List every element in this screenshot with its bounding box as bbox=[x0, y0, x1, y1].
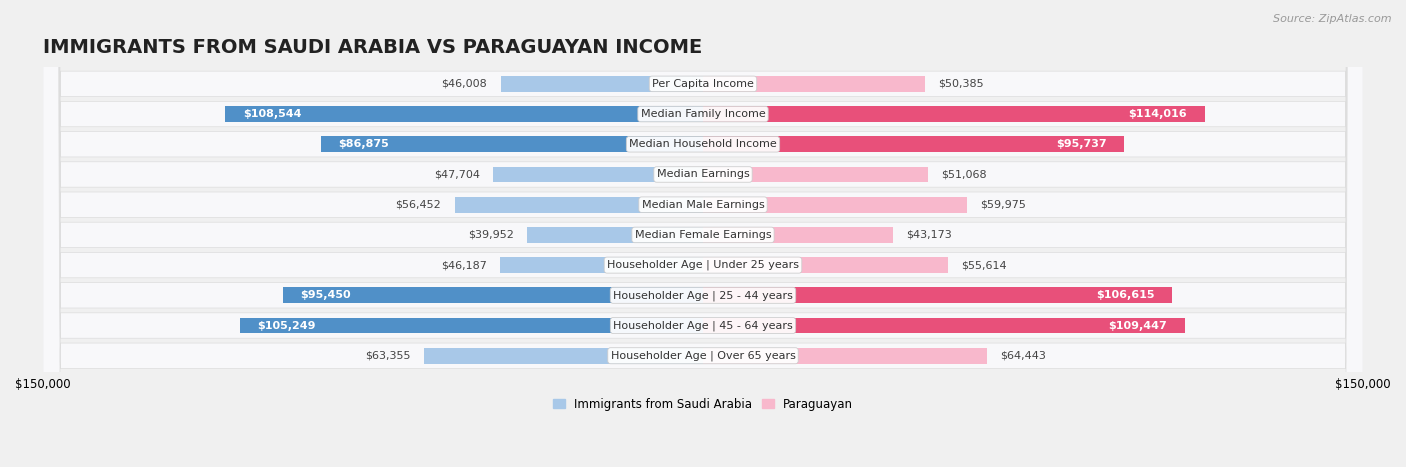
FancyBboxPatch shape bbox=[42, 0, 1364, 467]
Bar bbox=[703, 76, 925, 92]
Text: $105,249: $105,249 bbox=[257, 320, 316, 331]
Text: Householder Age | 25 - 44 years: Householder Age | 25 - 44 years bbox=[613, 290, 793, 301]
Text: $50,385: $50,385 bbox=[938, 79, 984, 89]
Text: Householder Age | Under 25 years: Householder Age | Under 25 years bbox=[607, 260, 799, 270]
Text: $114,016: $114,016 bbox=[1129, 109, 1187, 119]
Text: $46,008: $46,008 bbox=[441, 79, 488, 89]
FancyBboxPatch shape bbox=[42, 0, 1364, 467]
Bar bbox=[703, 167, 928, 182]
Text: $64,443: $64,443 bbox=[1000, 351, 1046, 361]
Bar bbox=[703, 288, 1173, 303]
Bar bbox=[703, 318, 1185, 333]
Text: $59,975: $59,975 bbox=[980, 200, 1026, 210]
FancyBboxPatch shape bbox=[42, 0, 1364, 467]
Text: Householder Age | 45 - 64 years: Householder Age | 45 - 64 years bbox=[613, 320, 793, 331]
Bar bbox=[703, 106, 1205, 122]
Bar bbox=[703, 136, 1125, 152]
FancyBboxPatch shape bbox=[42, 0, 1364, 467]
FancyBboxPatch shape bbox=[42, 0, 1364, 467]
Bar bbox=[494, 167, 703, 182]
Text: Householder Age | Over 65 years: Householder Age | Over 65 years bbox=[610, 351, 796, 361]
Text: $43,173: $43,173 bbox=[907, 230, 952, 240]
Text: Median Male Earnings: Median Male Earnings bbox=[641, 200, 765, 210]
Text: $109,447: $109,447 bbox=[1108, 320, 1167, 331]
Bar bbox=[703, 348, 987, 364]
Text: $46,187: $46,187 bbox=[440, 260, 486, 270]
FancyBboxPatch shape bbox=[42, 0, 1364, 467]
Text: $56,452: $56,452 bbox=[395, 200, 441, 210]
Bar bbox=[499, 257, 703, 273]
Bar bbox=[225, 106, 703, 122]
Bar bbox=[425, 348, 703, 364]
Bar bbox=[501, 76, 703, 92]
Text: Median Family Income: Median Family Income bbox=[641, 109, 765, 119]
Bar bbox=[703, 257, 948, 273]
Bar bbox=[527, 227, 703, 243]
Text: Median Female Earnings: Median Female Earnings bbox=[634, 230, 772, 240]
Bar bbox=[703, 227, 893, 243]
Text: Median Household Income: Median Household Income bbox=[628, 139, 778, 149]
Bar bbox=[283, 288, 703, 303]
Text: IMMIGRANTS FROM SAUDI ARABIA VS PARAGUAYAN INCOME: IMMIGRANTS FROM SAUDI ARABIA VS PARAGUAY… bbox=[42, 38, 702, 57]
FancyBboxPatch shape bbox=[42, 0, 1364, 467]
Text: Median Earnings: Median Earnings bbox=[657, 170, 749, 179]
Bar bbox=[240, 318, 703, 333]
FancyBboxPatch shape bbox=[42, 0, 1364, 467]
Text: Source: ZipAtlas.com: Source: ZipAtlas.com bbox=[1274, 14, 1392, 24]
Legend: Immigrants from Saudi Arabia, Paraguayan: Immigrants from Saudi Arabia, Paraguayan bbox=[548, 393, 858, 415]
Bar bbox=[321, 136, 703, 152]
Text: $95,450: $95,450 bbox=[301, 290, 352, 300]
Text: $95,737: $95,737 bbox=[1056, 139, 1107, 149]
Text: $86,875: $86,875 bbox=[339, 139, 389, 149]
FancyBboxPatch shape bbox=[42, 0, 1364, 467]
Bar bbox=[703, 197, 967, 212]
Text: $39,952: $39,952 bbox=[468, 230, 515, 240]
Text: Per Capita Income: Per Capita Income bbox=[652, 79, 754, 89]
Text: $55,614: $55,614 bbox=[960, 260, 1007, 270]
Bar bbox=[454, 197, 703, 212]
Text: $47,704: $47,704 bbox=[434, 170, 479, 179]
Text: $106,615: $106,615 bbox=[1097, 290, 1154, 300]
FancyBboxPatch shape bbox=[42, 0, 1364, 467]
Text: $51,068: $51,068 bbox=[941, 170, 987, 179]
Text: $108,544: $108,544 bbox=[243, 109, 301, 119]
Text: $63,355: $63,355 bbox=[366, 351, 411, 361]
